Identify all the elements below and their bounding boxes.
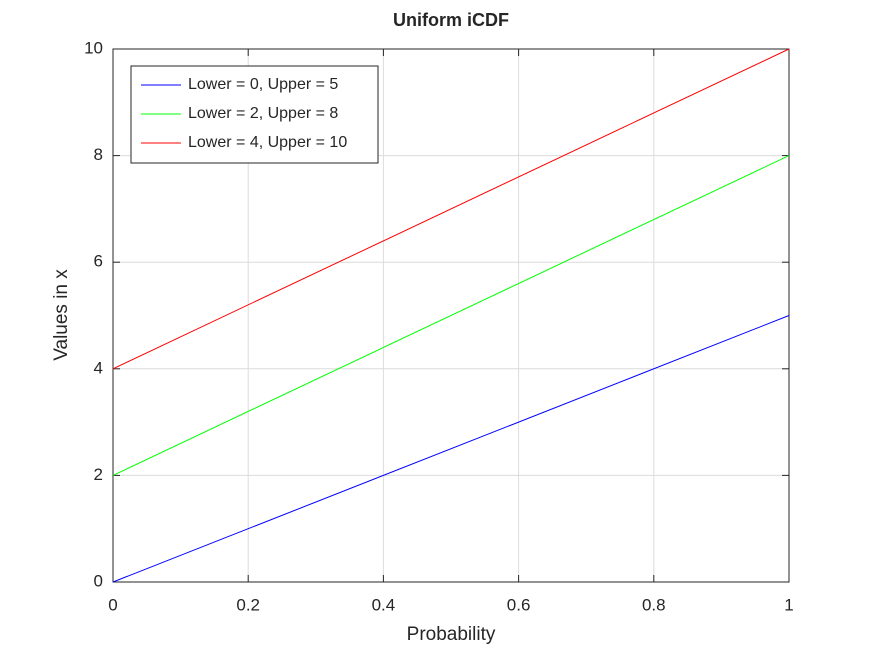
data-line [112,155,790,476]
y-tick-label: 6 [94,252,103,271]
data-line [112,315,790,583]
y-axis-label: Values in x [51,269,72,361]
x-tick-label: 1 [784,595,793,614]
legend-label: Lower = 4, Upper = 10 [188,134,347,151]
legend-label: Lower = 2, Upper = 8 [188,105,338,122]
x-tick-label: 0.2 [236,595,260,614]
x-tick-label: 0.4 [372,595,396,614]
y-tick-label: 2 [94,465,103,484]
data-line [112,48,790,370]
x-tick-label: 0.6 [507,595,531,614]
y-tick-label: 4 [94,358,103,377]
y-tick-label: 0 [94,571,103,590]
chart-title: Uniform iCDF [393,10,509,30]
x-tick-label: 0.8 [642,595,666,614]
x-axis-label: Probability [407,624,496,645]
y-tick-label: 10 [84,38,103,57]
x-tick-label: 0 [108,595,117,614]
y-tick-label: 8 [94,145,103,164]
legend-label: Lower = 0, Upper = 5 [188,76,338,93]
